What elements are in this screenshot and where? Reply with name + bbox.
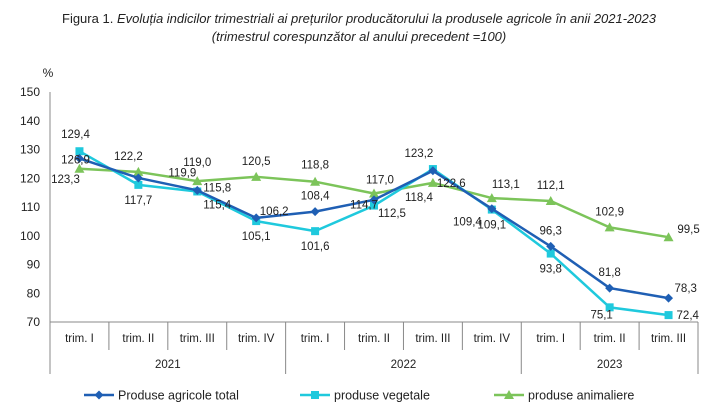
legend-label: produse vegetale xyxy=(334,389,430,403)
data-label: 123,3 xyxy=(51,174,80,186)
data-point xyxy=(487,204,497,214)
data-label: 129,4 xyxy=(61,129,90,141)
data-point xyxy=(192,185,202,195)
data-point xyxy=(74,163,85,173)
data-label: 114,7 xyxy=(350,199,378,211)
x-tick-label: trim. I xyxy=(536,333,565,345)
y-tick-label: 110 xyxy=(21,200,40,214)
data-label: 122,2 xyxy=(114,151,143,163)
data-point xyxy=(369,195,379,205)
data-label: 122,6 xyxy=(437,178,466,190)
data-point xyxy=(545,195,556,205)
x-tick-label: trim. III xyxy=(180,333,215,345)
legend-label: produse animaliere xyxy=(528,389,634,403)
y-tick-label: 120 xyxy=(20,171,40,185)
y-tick-label: 140 xyxy=(20,114,40,128)
x-group-label: 2021 xyxy=(155,359,181,371)
y-tick-label: 80 xyxy=(27,286,41,300)
data-label: 102,9 xyxy=(595,206,624,218)
data-point xyxy=(75,147,84,156)
data-label: 101,6 xyxy=(301,241,330,253)
data-label: 119,9 xyxy=(168,168,196,180)
x-tick-label: trim. IV xyxy=(238,333,275,345)
data-label: 78,3 xyxy=(675,283,697,295)
data-label: 99,5 xyxy=(677,224,699,236)
data-label: 115,8 xyxy=(203,182,231,194)
data-point xyxy=(134,180,143,189)
x-group-label: 2022 xyxy=(391,359,417,371)
data-point xyxy=(605,283,615,293)
data-point xyxy=(605,303,614,312)
data-label: 118,8 xyxy=(301,160,329,172)
y-tick-label: 90 xyxy=(27,258,41,272)
title-main: Evoluția indicilor trimestriali ai prețu… xyxy=(116,11,656,26)
y-tick-label: 130 xyxy=(20,143,40,157)
x-tick-label: trim. II xyxy=(358,333,390,345)
x-tick-label: trim. I xyxy=(65,333,94,345)
data-point xyxy=(133,166,144,176)
data-label: 75,1 xyxy=(590,309,612,321)
x-tick-label: trim. I xyxy=(301,333,330,345)
x-tick-label: trim. II xyxy=(122,333,154,345)
y-tick-label: 70 xyxy=(27,315,41,329)
data-point xyxy=(664,311,673,320)
data-point xyxy=(546,249,555,258)
data-label: 96,3 xyxy=(540,225,562,237)
data-label: 109,4 xyxy=(453,217,482,229)
y-tick-label: 150 xyxy=(20,85,40,99)
data-label: 113,1 xyxy=(492,179,520,191)
data-label: 109,1 xyxy=(477,220,506,232)
data-label: 93,8 xyxy=(540,264,562,276)
data-label: 120,5 xyxy=(242,156,271,168)
data-point xyxy=(310,176,321,186)
data-label: 72,4 xyxy=(677,310,700,322)
data-point xyxy=(74,153,84,163)
y-axis-unit: % xyxy=(43,66,54,80)
data-label: 118,4 xyxy=(405,192,434,204)
chart-subtitle: (trimestrul corespunzător al anului prec… xyxy=(211,29,507,44)
data-point xyxy=(133,173,143,183)
data-label: 117,0 xyxy=(366,174,394,186)
data-point xyxy=(428,166,438,176)
data-point xyxy=(311,227,320,236)
data-label: 126,9 xyxy=(61,154,90,166)
data-point xyxy=(546,241,556,251)
legend-marker xyxy=(311,391,319,399)
data-label: 106,2 xyxy=(260,206,289,218)
data-point xyxy=(427,177,438,187)
data-label: 81,8 xyxy=(598,267,620,279)
x-tick-label: trim. III xyxy=(651,333,686,345)
x-tick-label: trim. II xyxy=(594,333,626,345)
x-tick-label: trim. IV xyxy=(474,333,511,345)
data-point xyxy=(251,171,262,181)
data-label: 123,2 xyxy=(405,148,434,160)
data-label: 112,5 xyxy=(378,208,406,220)
chart-title: Figura 1. Evoluția indicilor trimestrial… xyxy=(0,10,718,46)
data-label: 105,1 xyxy=(242,231,271,243)
data-point xyxy=(251,213,261,223)
y-tick-label: 100 xyxy=(20,229,40,243)
figure-number: Figura 1. xyxy=(62,11,114,26)
data-point xyxy=(192,176,203,186)
data-point xyxy=(664,293,674,303)
data-point xyxy=(369,188,379,198)
x-group-label: 2023 xyxy=(597,359,623,371)
legend-marker xyxy=(504,390,514,399)
data-point xyxy=(663,232,674,242)
data-point xyxy=(486,193,497,203)
data-point xyxy=(310,207,320,217)
data-label: 119,0 xyxy=(183,157,211,169)
data-label: 112,1 xyxy=(537,180,565,192)
legend-marker xyxy=(94,390,104,400)
data-point xyxy=(370,201,378,210)
data-label: 117,7 xyxy=(124,195,152,207)
data-label: 108,4 xyxy=(301,191,330,203)
data-label: 115,4 xyxy=(203,199,232,211)
data-point xyxy=(604,222,615,232)
legend-label: Produse agricole total xyxy=(118,389,239,403)
x-tick-label: trim. III xyxy=(415,333,450,345)
